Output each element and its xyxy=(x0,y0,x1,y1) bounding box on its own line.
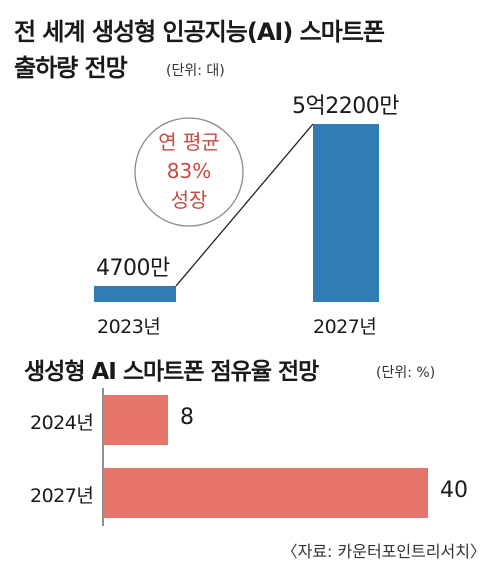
chart1-unit: (단위: 대) xyxy=(166,63,225,79)
bar-2027 xyxy=(313,124,379,302)
bar-2024 xyxy=(103,395,168,445)
category-label-2024: 2024년 xyxy=(30,412,94,434)
annotation-line2: 83% xyxy=(167,159,211,183)
bar-2023 xyxy=(94,285,176,302)
chart1-plot: 연 평균 83% 성장 xyxy=(94,117,379,302)
growth-annotation-circle xyxy=(134,117,244,227)
chart1-title-line1: 전 세계 생성형 인공지능(AI) 스마트폰 xyxy=(14,18,385,46)
annotation-line1: 연 평균 xyxy=(158,130,220,154)
chart2-title: 생성형 AI 스마트폰 점유율 전망 xyxy=(24,359,319,385)
data-label-2023: 4700만 xyxy=(96,255,170,281)
bar-2027-share xyxy=(103,468,428,518)
data-label-2024: 8 xyxy=(180,405,194,430)
category-label-2027: 2027년 xyxy=(313,316,377,338)
annotation-line3: 성장 xyxy=(171,188,208,212)
source-note: 〈자료: 카운터포인트리서치〉 xyxy=(281,542,486,561)
data-label-2027-share: 40 xyxy=(440,478,468,503)
chart1-title-line2: 출하량 전망 xyxy=(14,54,128,82)
category-label-2023: 2023년 xyxy=(97,316,161,338)
category-label-2027-share: 2027년 xyxy=(30,485,94,507)
chart2-unit: (단위: %) xyxy=(376,365,436,381)
data-label-2027: 5억2200만 xyxy=(292,94,399,119)
growth-trend-line xyxy=(175,123,314,287)
